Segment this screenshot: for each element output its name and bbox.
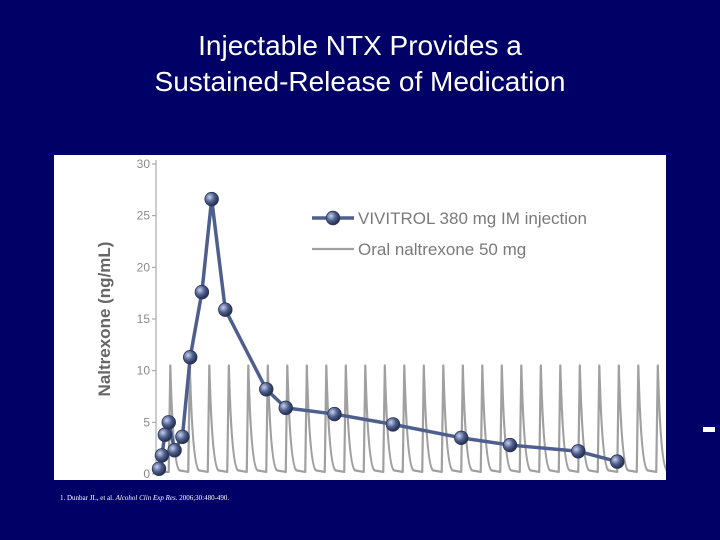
vivitrol-point xyxy=(175,429,190,445)
oral-naltrexone-line xyxy=(159,364,666,474)
citation-authors: 1. Dunbar JL, et al. xyxy=(60,494,114,502)
y-tick-label: 25 xyxy=(137,209,151,223)
slide-title-line-2: Sustained-Release of Medication xyxy=(154,66,566,97)
vivitrol-point xyxy=(502,437,518,453)
citation-details: 2006;30:480-490. xyxy=(179,494,230,502)
y-tick-label: 30 xyxy=(137,157,151,171)
vivitrol-point xyxy=(259,382,274,397)
vivitrol-point xyxy=(154,448,170,463)
vivitrol-point xyxy=(327,406,342,422)
vivitrol-point xyxy=(218,302,233,317)
slide-title: Injectable NTX Provides a Sustained-Rele… xyxy=(0,28,720,100)
vivitrol-point xyxy=(167,443,182,458)
vivitrol-point xyxy=(454,430,469,446)
vivitrol-point xyxy=(161,415,176,430)
legend-vivitrol-marker xyxy=(325,210,341,226)
y-tick-label: 15 xyxy=(137,312,151,326)
vivitrol-point xyxy=(194,284,210,300)
slide-title-line-1: Injectable NTX Provides a xyxy=(198,30,522,61)
vivitrol-point xyxy=(204,191,219,207)
vivitrol-point xyxy=(278,400,293,416)
naltrexone-chart: 0 5 10 15 20 25 30 Naltrexone (ng/mL) VIVITROL … xyxy=(95,157,666,480)
y-tick-label: 10 xyxy=(137,364,151,378)
vivitrol-point xyxy=(385,417,401,432)
legend-oral-label: Oral naltrexone 50 mg xyxy=(358,240,526,259)
legend-vivitrol-label: VIVITROL 380 mg IM injection xyxy=(358,209,587,228)
chart-panel: 0 5 10 15 20 25 30 Naltrexone (ng/mL) VIVITROL … xyxy=(54,155,666,480)
vivitrol-point xyxy=(610,454,625,469)
vivitrol-point xyxy=(182,350,198,365)
vivitrol-point xyxy=(151,461,167,477)
y-axis-title: Naltrexone (ng/mL) xyxy=(95,242,114,397)
citation: 1. Dunbar JL, et al. Alcohol Clin Exp Re… xyxy=(60,494,229,502)
vivitrol-point xyxy=(571,444,586,459)
slide-edge-mark xyxy=(703,427,715,432)
citation-journal: Alcohol Clin Exp Res. xyxy=(115,494,178,502)
vivitrol-point xyxy=(157,427,173,442)
y-tick-label: 20 xyxy=(137,260,151,274)
y-tick-label: 0 xyxy=(143,467,150,480)
y-tick-label: 5 xyxy=(143,415,150,429)
